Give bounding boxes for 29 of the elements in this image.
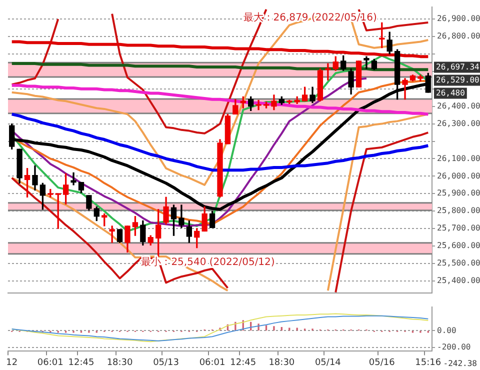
y-tick-label: 25,900.00 <box>437 188 480 198</box>
x-tick-label: 12:45 <box>68 358 94 368</box>
y-tick-label: 26,300.00 <box>437 118 480 128</box>
y-tick-label: 26,100.00 <box>437 154 480 163</box>
text: 26,480 <box>436 88 466 98</box>
text: -242.38 <box>443 358 478 368</box>
y-tick-label: 25,600.00 <box>437 241 480 250</box>
y-tick-label: 26,900.00 <box>437 14 480 24</box>
text: 26,697.34 <box>436 62 480 72</box>
x-tick-label: 06:01 <box>199 358 226 368</box>
x-tick-label: 18:30 <box>268 358 295 368</box>
x-tick-label: 12 <box>6 358 18 368</box>
x-tick-label: 05/16 <box>368 358 396 368</box>
x-tick-label: 18:30 <box>106 358 134 368</box>
x-tick-label: 05/14 <box>314 358 342 368</box>
y-tick-label: 26,800.00 <box>437 32 480 41</box>
y-tick-label: 25,700.00 <box>437 224 480 233</box>
y-tick-label: 25,800.00 <box>437 206 480 216</box>
y-tick-label: 26,000.00 <box>437 171 480 180</box>
y-tick-label: 26,400.00 <box>437 101 480 110</box>
text: 26,529.00 <box>436 75 480 84</box>
y-tick-label: -200.00 <box>437 342 471 352</box>
x-tick-label: 12:45 <box>230 358 256 368</box>
y-tick-label: 25,400.00 <box>437 276 480 286</box>
y-tick-label: 25,500.00 <box>437 258 480 268</box>
x-tick-label: 06:01 <box>37 358 64 368</box>
x-tick-label: 15:16 <box>415 358 442 368</box>
y-tick-label: 0.00 <box>437 326 456 335</box>
x-tick-label: 05/13 <box>153 358 180 368</box>
